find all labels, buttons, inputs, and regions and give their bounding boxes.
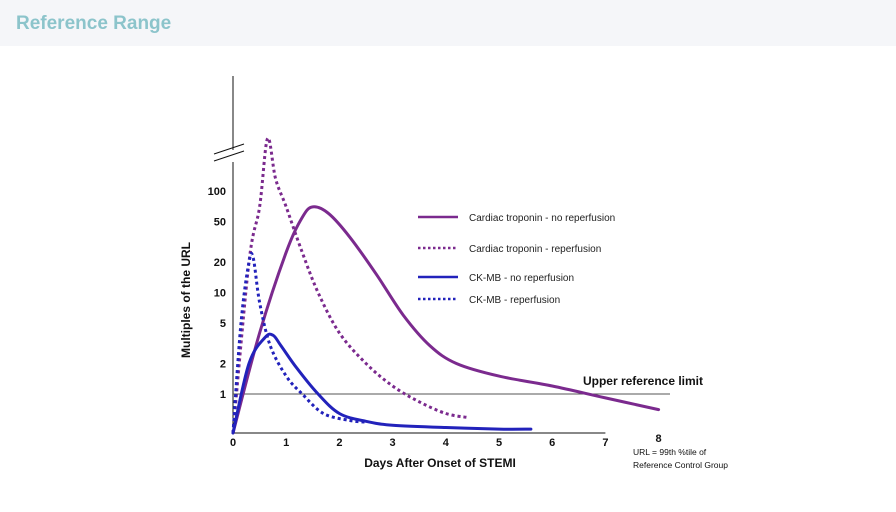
x-tick-label: 8 bbox=[656, 433, 662, 445]
y-axis-label: Multiples of the URL bbox=[179, 242, 193, 358]
x-tick-label: 3 bbox=[390, 437, 396, 449]
series-line-3 bbox=[231, 332, 533, 435]
series-line-1 bbox=[231, 205, 661, 435]
legend-label: Cardiac troponin - no reperfusion bbox=[469, 213, 615, 224]
page-title: Reference Range bbox=[16, 13, 172, 34]
header-bar: Reference Range bbox=[0, 0, 896, 46]
series-line-2 bbox=[231, 136, 468, 434]
legend-label: CK-MB - reperfusion bbox=[469, 295, 560, 306]
y-tick-label: 20 bbox=[214, 257, 226, 269]
footnote-line-2: Reference Control Group bbox=[633, 460, 728, 470]
y-tick-labels: 1 2 5 10 20 50 100 bbox=[208, 186, 226, 401]
axis-break-mark bbox=[213, 150, 245, 162]
axis-break-mark bbox=[213, 143, 245, 155]
reference-line-label: Upper reference limit bbox=[583, 374, 703, 388]
series-line-4 bbox=[231, 251, 367, 434]
x-tick-label: 2 bbox=[336, 437, 342, 449]
y-tick-label: 100 bbox=[208, 186, 226, 198]
y-tick-label: 2 bbox=[220, 358, 226, 370]
footnote-line-1: URL = 99th %tile of bbox=[633, 447, 707, 457]
x-tick-labels: 0 1 2 3 4 5 6 7 8 bbox=[230, 433, 662, 449]
y-tick-label: 5 bbox=[220, 318, 226, 330]
legend: Cardiac troponin - no reperfusion Cardiac… bbox=[418, 213, 615, 306]
series-group bbox=[231, 136, 661, 435]
axes bbox=[213, 76, 606, 434]
x-tick-label: 4 bbox=[443, 437, 450, 449]
x-tick-label: 1 bbox=[283, 437, 289, 449]
x-tick-label: 7 bbox=[602, 437, 608, 449]
x-tick-label: 5 bbox=[496, 437, 502, 449]
y-tick-label: 10 bbox=[214, 288, 226, 300]
y-tick-label: 1 bbox=[220, 389, 226, 401]
x-axis-label: Days After Onset of STEMI bbox=[364, 456, 516, 470]
x-tick-label: 0 bbox=[230, 437, 236, 449]
y-tick-label: 50 bbox=[214, 217, 226, 229]
legend-label: Cardiac troponin - reperfusion bbox=[469, 244, 601, 255]
legend-label: CK-MB - no reperfusion bbox=[469, 273, 574, 284]
x-tick-label: 6 bbox=[549, 437, 555, 449]
